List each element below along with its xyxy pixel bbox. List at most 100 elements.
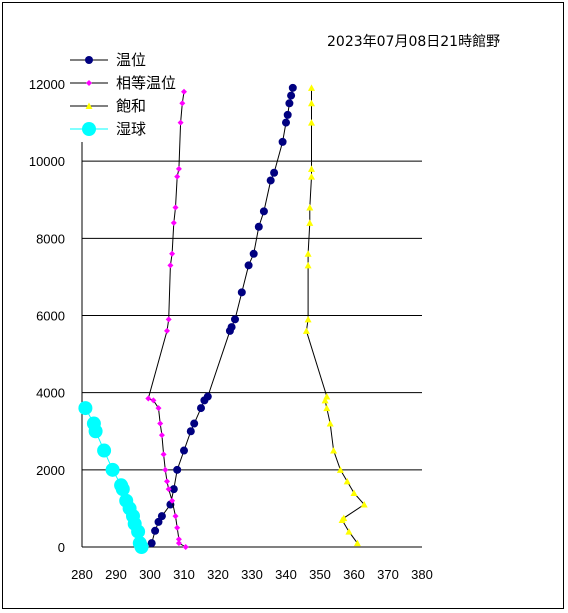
data-point <box>147 539 156 548</box>
data-point <box>282 118 290 127</box>
data-point <box>105 462 120 477</box>
data-point <box>160 451 167 458</box>
data-point <box>285 99 294 108</box>
data-point <box>86 416 101 431</box>
data-point <box>97 443 112 458</box>
grid-lines <box>82 160 422 471</box>
data-point <box>190 419 199 428</box>
data-point <box>306 219 314 226</box>
series-line <box>147 91 186 548</box>
data-point <box>114 478 129 493</box>
data-point <box>231 315 239 324</box>
data-point <box>323 393 331 400</box>
data-point <box>308 165 315 172</box>
data-point <box>169 250 176 257</box>
legend-label: 飽和 <box>116 97 146 115</box>
data-point <box>155 405 162 412</box>
data-point <box>244 261 253 270</box>
y-tick-label: 12000 <box>29 77 65 92</box>
data-point <box>157 512 166 521</box>
x-tick-label: 320 <box>207 567 229 582</box>
data-point <box>175 540 182 547</box>
data-point <box>172 204 179 211</box>
data-point <box>287 91 296 100</box>
data-point <box>85 102 93 109</box>
data-point <box>175 536 182 543</box>
data-point <box>170 219 177 226</box>
data-point <box>266 176 275 185</box>
data-point <box>288 83 297 92</box>
data-point <box>254 222 263 231</box>
data-point <box>304 315 312 323</box>
data-point <box>132 536 147 551</box>
data-point <box>283 110 292 119</box>
data-point <box>165 486 172 493</box>
x-tick-label: 280 <box>71 567 93 582</box>
legend-label: 相等温位 <box>116 74 176 92</box>
data-point <box>304 261 312 269</box>
data-point <box>259 207 268 216</box>
data-point <box>330 447 338 454</box>
data-point <box>308 99 315 107</box>
data-point <box>180 446 188 455</box>
y-tick-label: 6000 <box>36 309 65 324</box>
chart-frame <box>2 2 564 609</box>
data-point <box>154 517 163 526</box>
data-point <box>78 401 93 416</box>
data-point <box>173 465 182 474</box>
data-point <box>164 327 170 334</box>
y-tick-label: 0 <box>58 540 65 555</box>
data-point <box>177 119 184 126</box>
y-tick-label: 8000 <box>36 231 65 246</box>
data-point <box>340 514 348 522</box>
series <box>302 84 368 547</box>
series <box>147 83 297 548</box>
data-point <box>306 203 314 211</box>
x-tick-label: 350 <box>309 567 331 582</box>
data-point <box>167 262 174 269</box>
x-tick-label: 290 <box>105 567 127 582</box>
data-point <box>360 501 368 508</box>
data-point <box>304 250 312 257</box>
data-point <box>186 427 195 436</box>
series <box>78 401 149 554</box>
data-point <box>157 420 164 427</box>
legend-entry: 飽和 <box>70 97 146 115</box>
chart-title: 2023年07月08日21時館野 <box>327 33 500 50</box>
y-tick-label: 4000 <box>36 386 65 401</box>
data-point <box>326 420 334 427</box>
data-point <box>174 173 181 180</box>
data-point <box>197 404 205 413</box>
data-point <box>203 392 212 401</box>
legend-label: 湿球 <box>116 120 146 138</box>
data-point <box>336 466 344 473</box>
data-point <box>165 316 172 323</box>
data-point <box>181 88 187 95</box>
data-point <box>249 249 258 258</box>
legend-entry: 温位 <box>70 51 146 69</box>
data-point <box>278 137 287 146</box>
data-point <box>227 323 236 332</box>
data-point <box>270 168 279 177</box>
x-tick-label: 310 <box>173 567 195 582</box>
data-point <box>85 56 93 64</box>
data-point <box>86 80 92 86</box>
legend-label: 温位 <box>116 51 146 69</box>
x-tick-label: 360 <box>343 567 365 582</box>
data-point <box>145 395 152 402</box>
data-point <box>150 397 157 404</box>
data-point <box>174 524 181 531</box>
data-point <box>169 497 176 504</box>
data-point <box>345 528 353 535</box>
data-point <box>164 478 170 485</box>
data-point <box>321 396 329 404</box>
data-point <box>353 539 361 547</box>
data-point <box>82 122 96 136</box>
data-point <box>158 432 165 439</box>
data-point <box>343 477 351 485</box>
x-tick-label: 330 <box>241 567 263 582</box>
data-point <box>350 489 358 496</box>
x-tick-label: 340 <box>275 567 297 582</box>
data-point <box>308 173 315 180</box>
